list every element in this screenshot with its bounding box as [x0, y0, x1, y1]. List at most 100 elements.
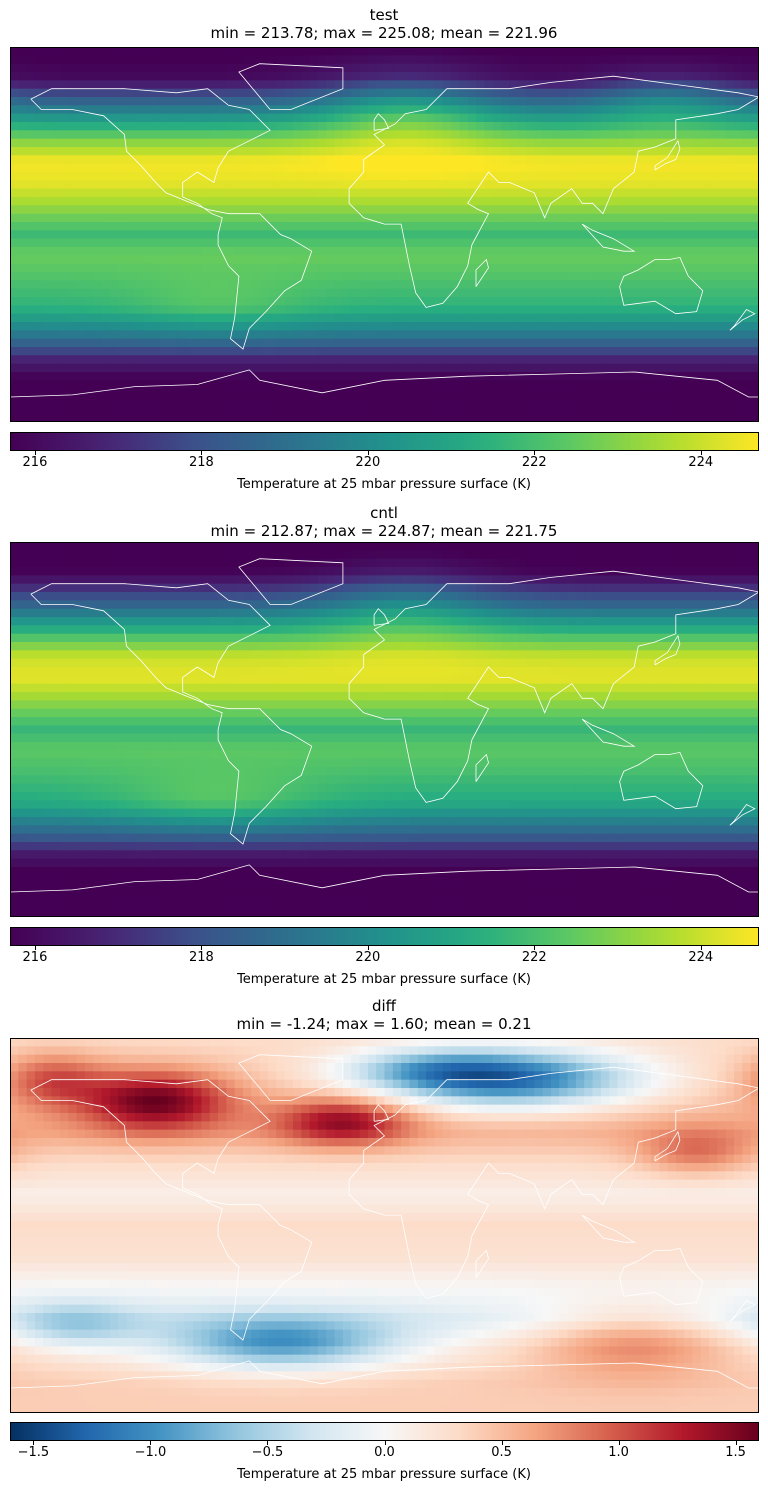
- map-cell: [176, 355, 186, 365]
- map-cell: [259, 97, 269, 106]
- map-cell: [401, 405, 411, 415]
- map-cell: [367, 222, 377, 231]
- map-cell: [159, 558, 169, 568]
- map-cell: [684, 338, 694, 348]
- colorbar-tick-mark: [367, 451, 369, 455]
- map-cell: [342, 155, 352, 165]
- map-cell: [509, 363, 519, 373]
- map-cell: [542, 313, 552, 323]
- map-cell: [151, 542, 161, 551]
- map-cell: [392, 263, 402, 273]
- map-cell: [717, 80, 727, 90]
- map-cell: [484, 47, 494, 56]
- map-cell: [326, 305, 336, 315]
- map-cell: [476, 542, 485, 551]
- map-cell: [234, 583, 244, 593]
- map-cell: [176, 88, 186, 98]
- map-cell: [151, 413, 161, 422]
- map-cell: [34, 263, 44, 273]
- map-cell: [226, 600, 236, 610]
- map-cell: [251, 583, 261, 593]
- map-cell: [234, 305, 244, 315]
- map-cell: [209, 313, 219, 323]
- map-cell: [384, 263, 394, 273]
- map-cell: [675, 550, 685, 560]
- map-cell: [26, 608, 36, 618]
- map-cell: [742, 247, 752, 256]
- map-cell: [151, 222, 161, 231]
- map-cell: [84, 380, 94, 390]
- map-cell: [151, 188, 161, 198]
- map-cell: [284, 355, 294, 365]
- map-cell: [284, 163, 294, 173]
- map-cell: [101, 63, 111, 73]
- map-cell: [10, 122, 19, 131]
- map-cell: [401, 72, 411, 81]
- map-cell: [184, 230, 194, 240]
- map-cell: [659, 138, 669, 148]
- map-cell: [667, 397, 677, 406]
- map-cell: [218, 180, 227, 190]
- map-cell: [650, 280, 660, 290]
- map-cell: [592, 338, 602, 348]
- map-cell: [243, 163, 252, 173]
- map-cell: [26, 592, 36, 601]
- map-cell: [384, 280, 394, 290]
- map-cell: [301, 180, 311, 190]
- map-cell: [209, 592, 219, 601]
- map-cell: [434, 363, 444, 373]
- map-cell: [501, 558, 510, 568]
- map-cell: [609, 180, 619, 190]
- map-cell: [143, 617, 153, 626]
- map-cell: [742, 205, 752, 215]
- map-cell: [159, 550, 169, 560]
- map-cell: [18, 608, 28, 618]
- map-cell: [426, 347, 436, 356]
- map-cell: [26, 230, 36, 240]
- map-cell: [309, 55, 319, 65]
- map-cell: [51, 180, 61, 190]
- map-cell: [725, 230, 735, 240]
- map-cell: [176, 592, 186, 601]
- map-cell: [10, 55, 19, 65]
- map-cell: [176, 213, 186, 223]
- map-cell: [700, 305, 710, 315]
- map-cell: [359, 608, 369, 618]
- map-cell: [634, 567, 644, 576]
- map-cell: [259, 305, 269, 315]
- map-cell: [234, 205, 244, 215]
- map-cell: [442, 147, 452, 156]
- map-cell: [10, 592, 19, 601]
- map-cell: [251, 188, 261, 198]
- map-cell: [342, 172, 352, 181]
- map-cell: [226, 397, 236, 406]
- map-cell: [351, 413, 361, 422]
- map-cell: [259, 80, 269, 90]
- map-cell: [59, 550, 69, 560]
- map-cell: [209, 180, 219, 190]
- map-cell: [226, 330, 236, 340]
- map-cell: [684, 97, 694, 106]
- map-cell: [484, 113, 494, 123]
- map-cell: [409, 72, 419, 81]
- map-cell: [717, 213, 727, 223]
- map-cell: [409, 288, 419, 298]
- map-cell: [126, 550, 136, 560]
- map-cell: [109, 558, 119, 568]
- map-cell: [434, 263, 444, 273]
- map-cell: [93, 363, 103, 373]
- map-cell: [584, 272, 594, 281]
- map-cell: [284, 542, 294, 551]
- map-cell: [575, 155, 585, 165]
- map-cell: [134, 567, 144, 576]
- map-cell: [567, 163, 577, 173]
- map-cell: [684, 63, 694, 73]
- map-cell: [168, 272, 178, 281]
- map-cell: [151, 347, 161, 356]
- map-cell: [159, 347, 169, 356]
- map-cell: [284, 247, 294, 256]
- map-cell: [609, 405, 619, 415]
- map-cell: [451, 155, 460, 165]
- map-cell: [76, 122, 86, 131]
- map-cell: [617, 138, 627, 148]
